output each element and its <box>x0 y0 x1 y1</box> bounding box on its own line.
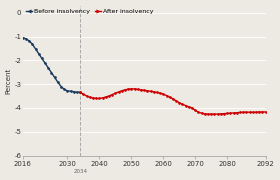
Y-axis label: Percent: Percent <box>6 68 11 94</box>
Legend: Before insolvency, After insolvency: Before insolvency, After insolvency <box>26 9 154 14</box>
Text: 2034: 2034 <box>73 169 87 174</box>
